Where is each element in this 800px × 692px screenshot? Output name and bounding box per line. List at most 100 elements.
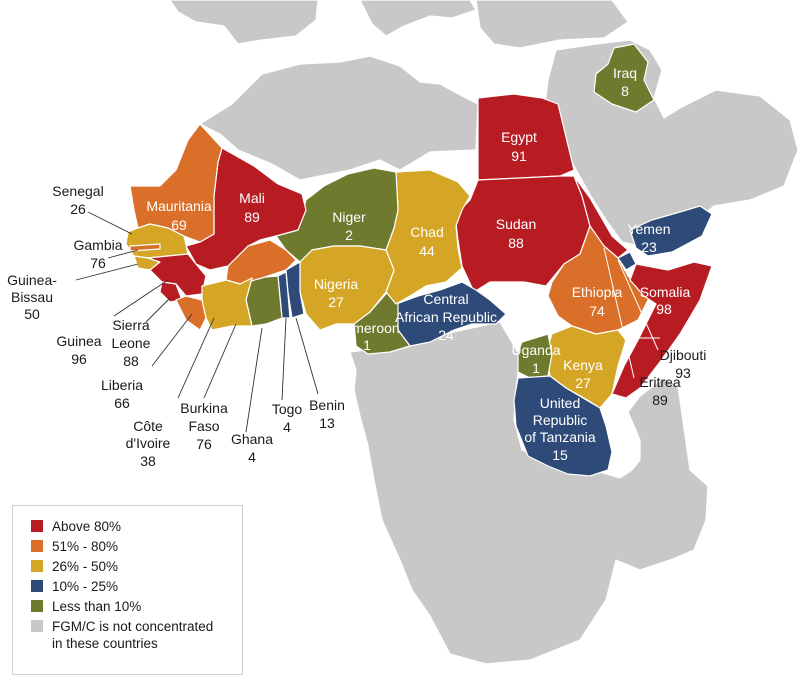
label-guinea: Guinea [56,333,101,349]
value-uganda: 1 [532,360,540,376]
label-somalia: Somalia [640,284,691,300]
legend-item-51-80: 51% - 80% [31,538,232,555]
turkey-land [475,0,629,49]
label-tanzania-line3: of Tanzania [524,429,596,445]
value-eritrea: 89 [652,392,668,408]
label-tanzania-line2: Republic [533,412,587,428]
country-car [395,281,507,347]
label-mali: Mali [239,190,265,206]
country-guinea [147,253,207,297]
label-mauritania: Mauritania [146,198,212,214]
value-djibouti: 93 [675,365,691,381]
legend-swatch-red [31,520,43,532]
value-cameroon: 1 [363,337,371,353]
legend-item-less-10: Less than 10% [31,598,232,615]
value-mali: 89 [244,209,260,225]
legend-label: 51% - 80% [52,539,119,554]
value-guinea: 96 [71,351,87,367]
value-benin: 13 [319,415,335,431]
value-yemen: 23 [641,239,657,255]
legend-swatch-yellow [31,560,43,572]
country-gambia [129,243,161,252]
value-ghana: 4 [248,449,256,465]
label-iraq: Iraq [613,65,637,81]
value-liberia: 66 [114,395,130,411]
legend-item-not-concentrated: FGM/C is not concentrated in these count… [31,618,232,652]
country-yemen [629,205,713,257]
country-somalia [611,261,713,399]
map-legend: Above 80% 51% - 80% 26% - 50% 10% - 25% … [12,505,243,675]
label-guinea-bissau-line2: Bissau [11,289,53,305]
inner-labels: Iraq 8 Egypt 91 Mauritania 69 Mali 89 Ni… [146,65,690,463]
leader-lines [75,211,660,433]
label-sudan: Sudan [496,216,536,232]
value-ethiopia: 74 [589,303,605,319]
label-burkina-faso-line1: Burkina [180,400,228,416]
label-cameroon: Cameroon [334,320,399,336]
value-somalia: 98 [656,301,672,317]
legend-label: 10% - 25% [52,579,119,594]
label-chad: Chad [410,224,443,240]
country-nigeria [299,245,395,331]
legend-item-above-80: Above 80% [31,518,232,535]
country-iraq [593,43,655,113]
label-burkina-faso-line2: Faso [188,418,219,434]
legend-swatch-blue [31,580,43,592]
label-car-line2: African Republic [395,309,497,325]
legend-swatch-green [31,600,43,612]
value-iraq: 8 [621,83,629,99]
label-car-line1: Central [423,291,468,307]
label-djibouti: Djibouti [660,347,707,363]
label-niger: Niger [332,209,366,225]
label-nigeria: Nigeria [314,276,359,292]
legend-item-10-25: 10% - 25% [31,578,232,595]
label-yemen: Yemen [627,221,670,237]
label-cote-divoire-line1: Côte [133,418,163,434]
legend-label: Less than 10% [52,599,142,614]
label-sierra-leone-line1: Sierra [112,317,150,333]
outer-labels: Senegal 26 Gambia 76 Guinea- Bissau 50 G… [7,183,706,469]
legend-label: FGM/C is not concentrated in these count… [52,619,214,651]
label-sierra-leone-line2: Leone [112,335,151,351]
value-egypt: 91 [511,148,527,164]
value-car: 24 [438,327,454,343]
country-ghana [245,275,283,327]
value-guinea-bissau: 50 [24,306,40,322]
value-burkina-faso: 76 [196,436,212,452]
legend-swatch-orange [31,540,43,552]
label-ghana: Ghana [231,431,273,447]
legend-label: Above 80% [52,519,122,534]
value-chad: 44 [419,243,435,259]
label-liberia: Liberia [101,377,143,393]
value-kenya: 27 [575,375,591,391]
label-uganda: Uganda [511,342,560,358]
italy-balkans-land [359,0,477,37]
value-gambia: 76 [90,255,106,271]
value-cote-divoire: 38 [140,453,156,469]
value-sudan: 88 [508,235,524,251]
label-egypt: Egypt [501,129,537,145]
legend-label: 26% - 50% [52,559,119,574]
label-benin: Benin [309,397,345,413]
label-gambia: Gambia [73,237,122,253]
label-senegal: Senegal [52,183,103,199]
value-nigeria: 27 [328,294,344,310]
country-cote-divoire [201,277,253,331]
label-kenya: Kenya [563,357,603,373]
label-cote-divoire-line2: d'Ivoire [126,435,171,451]
value-tanzania: 15 [552,447,568,463]
country-tanzania [513,375,613,477]
label-eritrea: Eritrea [639,374,680,390]
value-sierra-leone: 88 [123,353,139,369]
label-ethiopia: Ethiopia [572,284,623,300]
legend-item-26-50: 26% - 50% [31,558,232,575]
label-togo: Togo [272,401,303,417]
value-niger: 2 [345,227,353,243]
value-mauritania: 69 [171,217,187,233]
value-senegal: 26 [70,201,86,217]
iberia-land [169,0,319,45]
label-guinea-bissau-line1: Guinea- [7,272,57,288]
value-togo: 4 [283,419,291,435]
